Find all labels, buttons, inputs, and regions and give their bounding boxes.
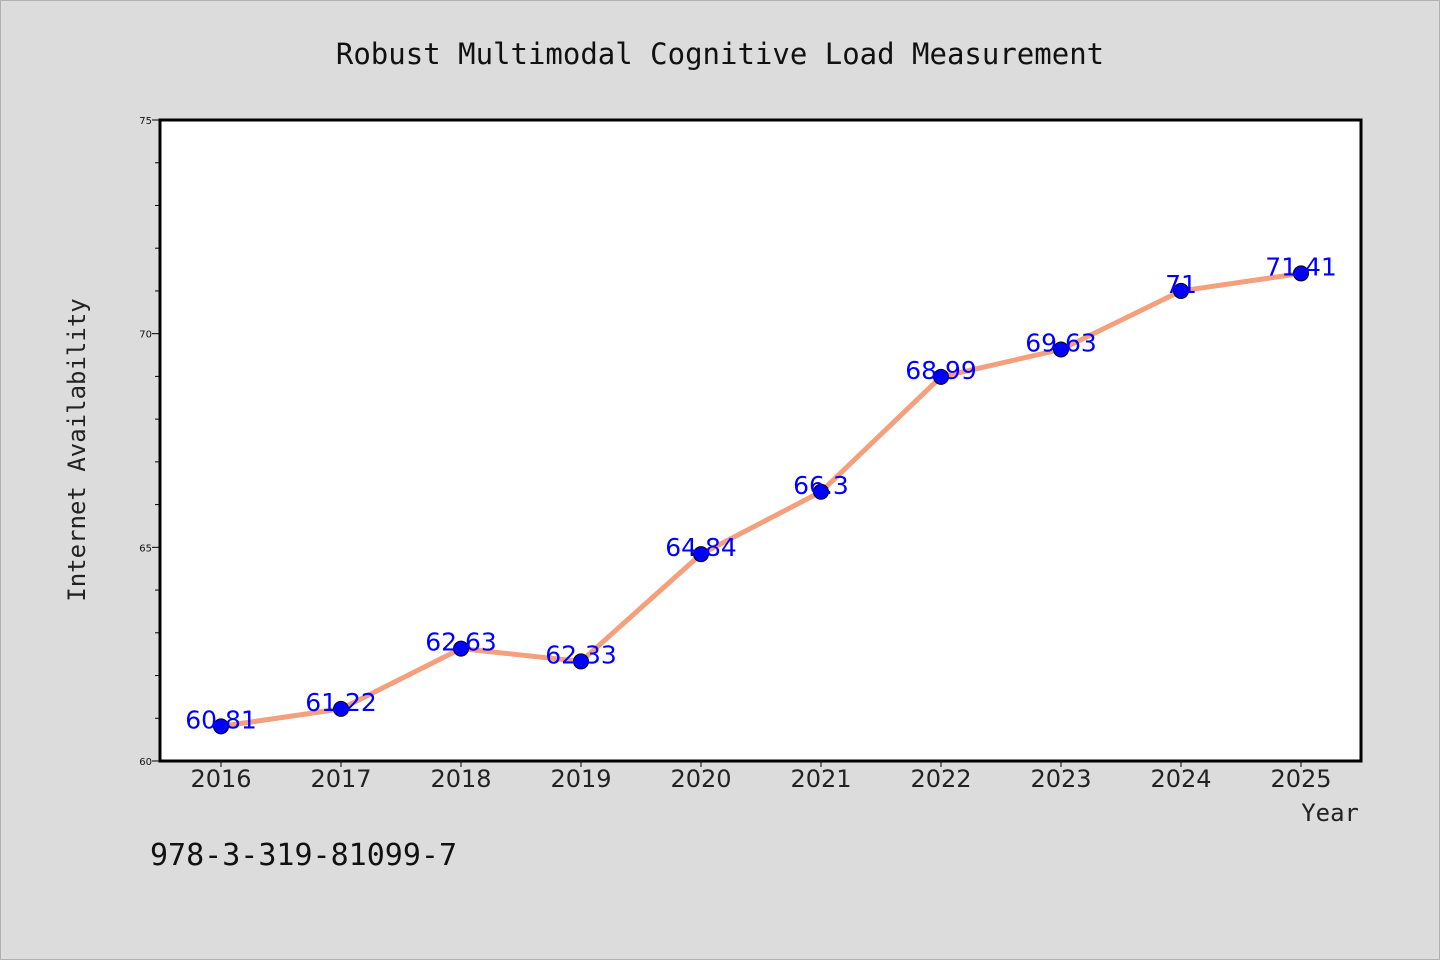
data-point-marker (333, 700, 349, 717)
data-point-label: 62.33 (545, 640, 617, 669)
y-axis-label: Internet Availability (63, 298, 91, 601)
x-axis-ticks: 2016 2017 2018 2019 2020 2021 2022 2023 2024 2025 (190, 761, 1332, 793)
x-tick-label: 2020 (670, 765, 731, 793)
data-point-marker (1293, 265, 1309, 282)
data-point-marker (693, 546, 709, 563)
x-tick-label: 2018 (430, 765, 491, 793)
x-tick-label: 2025 (1270, 765, 1331, 793)
plot-area (160, 120, 1361, 761)
data-point-label: 60.81 (185, 705, 257, 734)
series-line (218, 270, 1304, 729)
data-point-label: 69.63 (1025, 328, 1097, 357)
y-tick-label: 75 (139, 116, 152, 127)
y-tick-label: 65 (139, 543, 152, 554)
data-labels: 60.81 61.22 62.63 62.33 64.84 66.3 68.99 69.63 7… (185, 252, 1337, 734)
y-tick-label: 60 (139, 757, 152, 768)
y-axis-ticks: 60 65 70 75 (139, 116, 160, 768)
x-tick-label: 2023 (1030, 765, 1091, 793)
x-tick-label: 2017 (310, 765, 371, 793)
data-point-label: 61.22 (305, 688, 377, 717)
data-point-marker (573, 653, 589, 670)
data-point-label: 66.3 (793, 471, 849, 500)
data-point-marker (1053, 341, 1069, 358)
data-point-marker (933, 368, 949, 385)
data-point-label: 68.99 (905, 356, 977, 385)
data-point-marker (453, 640, 469, 657)
data-point-label: 64.84 (665, 533, 737, 562)
data-point-marker (1173, 282, 1189, 299)
x-tick-label: 2022 (910, 765, 971, 793)
isbn-text: 978-3-319-81099-7 (150, 838, 457, 873)
chart-title: Robust Multimodal Cognitive Load Measure… (336, 37, 1104, 71)
x-tick-label: 2021 (790, 765, 851, 793)
x-tick-label: 2016 (190, 765, 251, 793)
x-tick-label: 2024 (1150, 765, 1211, 793)
plot-frame (158, 118, 1363, 763)
data-point-marker (213, 718, 229, 735)
data-point-label: 62.63 (425, 628, 497, 657)
x-tick-label: 2019 (550, 765, 611, 793)
x-axis-label: Year (1301, 799, 1359, 827)
data-point-label: 71.41 (1265, 252, 1337, 281)
y-tick-label: 70 (139, 330, 152, 341)
data-point-marker (813, 483, 829, 500)
series-markers (213, 265, 1309, 735)
data-point-label: 71 (1165, 270, 1197, 299)
